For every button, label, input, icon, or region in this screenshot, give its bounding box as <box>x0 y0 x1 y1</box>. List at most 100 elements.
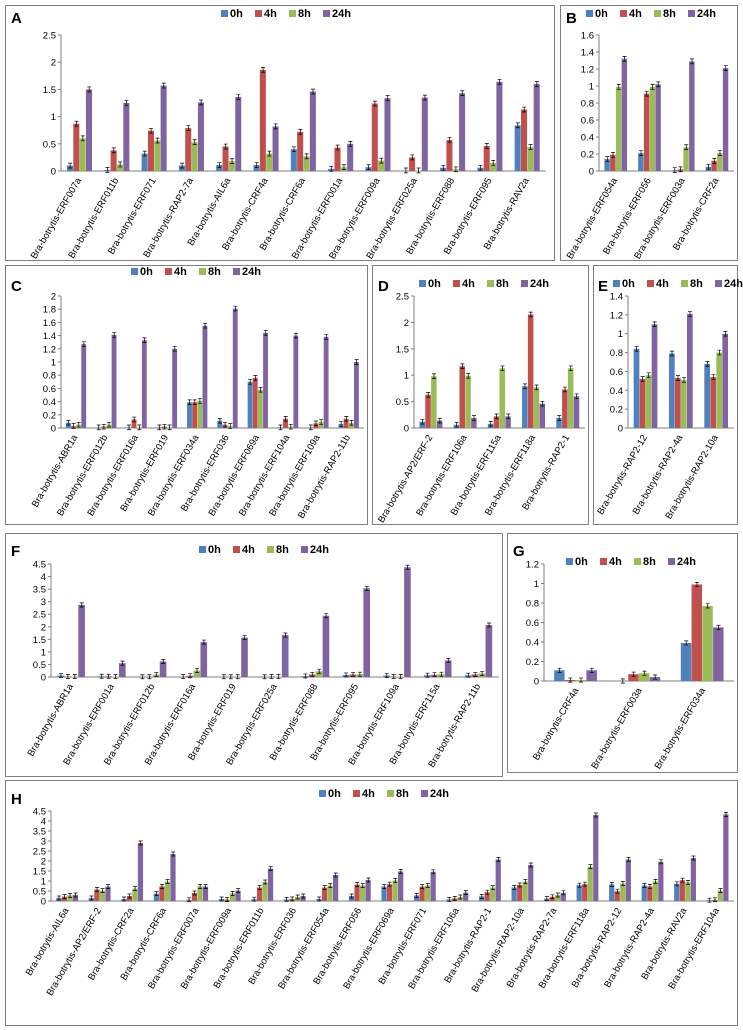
bar-0h <box>609 884 615 901</box>
error-bar <box>263 330 268 336</box>
y-tick-label: 1.8 <box>43 305 56 316</box>
error-bar <box>56 895 61 901</box>
bar-4h <box>126 896 133 901</box>
bar-4h <box>517 885 523 901</box>
error-bar <box>311 88 316 95</box>
bar-24h <box>160 85 167 171</box>
panel-label: A <box>11 10 22 27</box>
error-bar <box>195 668 200 673</box>
legend-swatch-8h <box>387 790 394 797</box>
y-tick-label: 0 <box>589 167 594 178</box>
error-bar <box>479 894 484 899</box>
y-tick-label: 0.2 <box>581 150 594 161</box>
bar-8h <box>392 880 398 901</box>
bar-8h <box>587 866 593 901</box>
bar-24h <box>528 865 534 901</box>
panel-label: F <box>11 543 20 560</box>
y-tick-label: 3.5 <box>33 827 46 838</box>
y-tick-label: 1 <box>41 877 46 888</box>
error-bar <box>230 158 235 165</box>
error-bar <box>717 150 722 156</box>
bar-24h <box>404 567 411 677</box>
bar-4h <box>419 886 425 901</box>
chart-panel-b: B 0h 4h 8h 24h 0 0.2 0.4 0.6 0.8 1 1.2 1.4 1.6 Bra-bot… <box>560 5 738 261</box>
error-bar <box>360 883 365 888</box>
error-bar <box>235 674 240 680</box>
error-bar <box>187 399 192 405</box>
error-bar <box>223 143 228 150</box>
legend-swatch-0h <box>131 268 138 275</box>
bar-8h <box>490 162 497 171</box>
error-bar <box>319 419 324 425</box>
error-bar <box>550 894 555 900</box>
error-bar <box>350 672 355 677</box>
error-bar <box>675 375 680 381</box>
bar-24h <box>141 340 147 428</box>
error-bar <box>100 888 105 893</box>
bar-24h <box>172 348 178 428</box>
bar-24h <box>722 333 729 428</box>
error-bar <box>203 884 208 889</box>
error-bar <box>291 146 296 153</box>
error-bar <box>112 332 117 338</box>
bar-24h <box>202 325 208 428</box>
bar-4h <box>639 378 646 428</box>
error-bar <box>506 413 511 420</box>
error-bar <box>658 859 663 865</box>
bar-8h <box>652 881 658 901</box>
error-bar <box>348 141 353 147</box>
legend-swatch-4h <box>620 10 627 17</box>
bar-24h <box>300 896 306 901</box>
bar-24h <box>459 93 466 171</box>
error-bar <box>157 424 162 431</box>
bar-4h <box>628 674 639 681</box>
panel-label: G <box>513 543 525 560</box>
error-bar <box>107 421 112 428</box>
error-bar <box>705 361 710 367</box>
bar-0h <box>522 386 528 428</box>
error-bar <box>269 674 274 679</box>
y-tick-label: 1.5 <box>33 867 46 878</box>
error-bar <box>647 884 652 889</box>
error-bar <box>96 424 101 431</box>
error-bar <box>288 423 293 430</box>
error-bar <box>79 602 84 608</box>
y-tick-label: 0.6 <box>581 116 594 127</box>
bar-4h <box>711 160 717 171</box>
legend-label-0h: 0h <box>230 8 243 20</box>
bar-0h <box>217 420 223 428</box>
error-bar <box>463 890 468 895</box>
bar-24h <box>713 627 724 681</box>
y-tick-label: 2 <box>51 292 56 303</box>
bar-4h <box>94 889 100 901</box>
error-bar <box>68 162 73 169</box>
bar-24h <box>722 68 729 171</box>
chart-svg-c: C0h 4h 8h 24h00.20.40.60.811.21.41.61.82Bra… <box>11 266 364 521</box>
error-bar <box>528 144 533 150</box>
error-bar <box>192 139 197 145</box>
error-bar <box>640 376 645 382</box>
bar-0h <box>604 159 610 171</box>
error-bar <box>523 879 528 884</box>
legend-swatch-8h <box>634 558 641 565</box>
bar-4h <box>493 416 500 428</box>
bar-24h <box>621 58 628 171</box>
error-bar <box>414 893 419 898</box>
error-bar <box>233 305 238 312</box>
error-bar <box>366 877 371 883</box>
error-bar <box>712 897 717 903</box>
bar-8h <box>717 890 723 901</box>
bar-0h <box>668 353 675 428</box>
panel-label: E <box>598 278 608 295</box>
error-bar <box>631 671 636 677</box>
y-tick-label: 2 <box>41 857 46 868</box>
error-bar <box>717 349 722 356</box>
bar-8h <box>716 352 723 428</box>
error-bar <box>398 674 403 679</box>
error-bar <box>147 674 152 680</box>
bar-8h <box>685 882 691 901</box>
error-bar <box>680 877 685 883</box>
error-bar <box>562 386 567 393</box>
bar-8h <box>490 887 496 901</box>
error-bar <box>160 884 165 889</box>
